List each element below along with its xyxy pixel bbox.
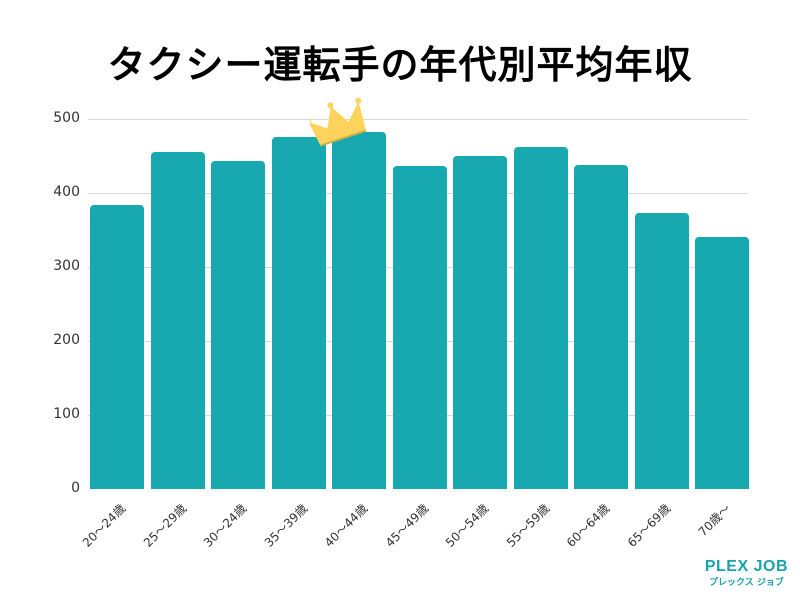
bar bbox=[574, 164, 628, 489]
bar bbox=[211, 161, 265, 489]
bar bbox=[332, 132, 386, 489]
gridline bbox=[88, 119, 748, 120]
bar bbox=[90, 204, 144, 489]
y-tick-label: 0 bbox=[71, 480, 80, 496]
y-tick-label: 500 bbox=[53, 110, 80, 126]
bar bbox=[453, 156, 507, 489]
y-tick-label: 100 bbox=[53, 406, 80, 422]
bar bbox=[150, 152, 205, 489]
bar bbox=[695, 236, 749, 489]
bar bbox=[513, 147, 568, 489]
logo-sub-text: プレックス ジョブ bbox=[708, 578, 784, 588]
crown-icon bbox=[310, 98, 367, 147]
bar bbox=[634, 212, 689, 489]
bar bbox=[271, 136, 326, 489]
chart-title: タクシー運転手の年代別平均年収 bbox=[107, 43, 693, 87]
y-tick-label: 400 bbox=[53, 184, 80, 200]
bar bbox=[392, 166, 447, 489]
logo-main-text: PLEX JOB bbox=[704, 558, 788, 575]
y-tick-label: 300 bbox=[53, 258, 80, 274]
y-tick-label: 200 bbox=[53, 332, 80, 348]
plexjob-logo: PLEX JOB プレックス ジョブ bbox=[705, 558, 788, 588]
